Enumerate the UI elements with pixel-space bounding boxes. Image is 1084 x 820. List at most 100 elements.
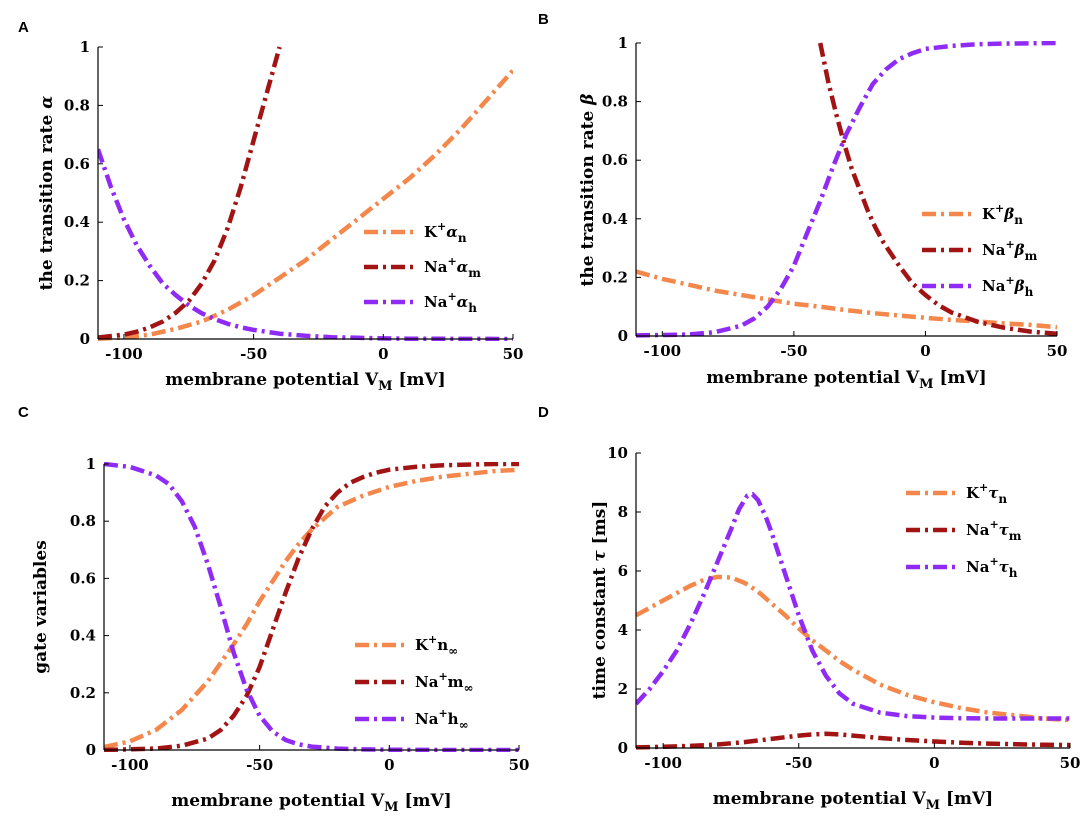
y-tick-label: 0.2 bbox=[64, 272, 90, 290]
panel-a-chart: A -100 -50 0 50 0 0.2 0.4 0.6 0.8 1 membrane pote… bbox=[18, 19, 523, 394]
legend-ion: Na bbox=[415, 710, 439, 728]
legend-charge: + bbox=[1005, 238, 1014, 251]
legend-entry: Na+h∞ bbox=[415, 707, 469, 732]
x-tick-label: -50 bbox=[780, 342, 807, 360]
legend-ion: Na bbox=[966, 521, 990, 539]
legend-entry: K+n∞ bbox=[415, 633, 458, 658]
legend-subscript: h bbox=[1009, 566, 1018, 580]
series-line-purple-h bbox=[98, 148, 513, 341]
legend-ion: K bbox=[966, 484, 980, 502]
x-tick-label: 50 bbox=[1047, 342, 1068, 360]
legend-ion: K bbox=[982, 205, 996, 223]
x-tick-label: 0 bbox=[920, 342, 930, 360]
y-axis-label-main: gate variables bbox=[31, 540, 51, 674]
y-tick-label: 0.4 bbox=[70, 627, 96, 645]
x-axis-label-main: membrane potential V bbox=[706, 368, 920, 388]
y-tick-label: 2 bbox=[618, 680, 628, 698]
legend-ion: Na bbox=[982, 277, 1006, 295]
series-line-darkred-inf bbox=[104, 462, 519, 752]
series-line-purple-inf bbox=[104, 462, 519, 752]
x-axis-label-sub: M bbox=[919, 377, 933, 392]
series-line-darkred-m bbox=[817, 42, 1057, 336]
y-tick-label: 10 bbox=[607, 444, 628, 462]
legend-symbol: α bbox=[457, 293, 469, 311]
panel-letter-d: D bbox=[538, 404, 549, 421]
legend-subscript: n bbox=[1014, 213, 1023, 227]
x-tick-label: -50 bbox=[785, 754, 812, 772]
x-axis-label: membrane potential VM [mV] bbox=[713, 789, 993, 813]
legend-symbol: τ bbox=[988, 484, 999, 502]
y-axis-label-greek: τ bbox=[590, 550, 610, 562]
legend-subscript: n bbox=[998, 492, 1007, 506]
legend-subscript: ∞ bbox=[448, 644, 458, 658]
y-tick-label: 1 bbox=[86, 455, 96, 473]
panel-d-chart: D -100 -50 0 50 0 2 4 6 8 10 membrane potential V… bbox=[538, 404, 1080, 813]
y-tick-label: 0.4 bbox=[64, 213, 90, 231]
legend-entry: K+τn bbox=[966, 481, 1007, 506]
panel-letter-a: A bbox=[18, 19, 29, 36]
x-axis-label: membrane potential VM [mV] bbox=[165, 370, 445, 394]
y-tick-label: 0.4 bbox=[602, 210, 628, 228]
y-tick-label: 1 bbox=[80, 38, 90, 56]
y-tick-label: 0.8 bbox=[602, 93, 628, 111]
legend-symbol: α bbox=[446, 223, 458, 241]
legend-charge: + bbox=[438, 670, 447, 683]
y-tick-label: 1 bbox=[618, 34, 628, 52]
x-axis-label: membrane potential VM [mV] bbox=[706, 368, 986, 392]
y-axis-label-unit: [ms] bbox=[590, 501, 610, 551]
legend-subscript: m bbox=[1025, 249, 1038, 263]
x-axis-label-sub: M bbox=[384, 800, 398, 815]
y-tick-label: 0.6 bbox=[602, 151, 628, 169]
legend-subscript: ∞ bbox=[464, 681, 474, 695]
x-axis-label: membrane potential VM [mV] bbox=[171, 791, 451, 815]
x-axis-label-unit: [mV] bbox=[399, 791, 452, 811]
legend-subscript: n bbox=[458, 231, 467, 245]
x-tick-label: 0 bbox=[929, 754, 939, 772]
legend-symbol: β bbox=[1003, 205, 1014, 223]
series-line-orange-inf bbox=[104, 467, 519, 750]
y-axis-label-main: time constant bbox=[590, 562, 610, 700]
panel-c-chart: C -100 -50 0 50 0 0.2 0.4 0.6 0.8 1 membrane pote… bbox=[18, 404, 529, 815]
y-tick-label: 0.2 bbox=[70, 684, 96, 702]
y-axis-label: gate variables bbox=[31, 540, 51, 674]
legend-symbol: τ bbox=[999, 558, 1010, 576]
legend-ion: K bbox=[415, 636, 429, 654]
y-tick-label: 0 bbox=[618, 739, 628, 757]
x-tick-label: 0 bbox=[384, 756, 394, 774]
legend-entry: Na+βh bbox=[982, 274, 1034, 299]
x-tick-label: -50 bbox=[240, 345, 267, 363]
x-tick-label: 50 bbox=[503, 345, 524, 363]
x-axis-label-sub: M bbox=[926, 798, 940, 813]
legend-charge: + bbox=[995, 202, 1004, 215]
series-line-purple-h bbox=[636, 41, 1057, 338]
x-axis-label-main: membrane potential V bbox=[713, 789, 927, 809]
legend-symbol: h bbox=[448, 710, 459, 728]
x-tick-label: 50 bbox=[1060, 754, 1081, 772]
y-tick-label: 0.6 bbox=[70, 569, 96, 587]
x-tick-label: -100 bbox=[644, 342, 682, 360]
y-axis-label-greek: α bbox=[37, 96, 57, 109]
legend-charge: + bbox=[989, 555, 998, 568]
y-tick-label: 0.2 bbox=[602, 268, 628, 286]
legend-charge: + bbox=[1005, 274, 1014, 287]
legend-ion: K bbox=[424, 223, 438, 241]
x-axis-label-main: membrane potential V bbox=[165, 370, 379, 390]
legend-ion: Na bbox=[966, 558, 990, 576]
legend-subscript: h bbox=[468, 301, 477, 315]
y-tick-label: 4 bbox=[618, 621, 628, 639]
series-line-orange-n bbox=[636, 574, 1070, 723]
y-axis-label-greek: β bbox=[578, 94, 598, 106]
x-axis-label-sub: M bbox=[378, 379, 392, 394]
legend-entry: Na+τm bbox=[966, 518, 1022, 543]
y-tick-label: 0 bbox=[618, 327, 628, 345]
x-axis-label-unit: [mV] bbox=[934, 368, 987, 388]
legend-entry: Na+τh bbox=[966, 555, 1018, 580]
y-axis-label: the transition rate α bbox=[37, 96, 57, 291]
legend-symbol: β bbox=[1014, 241, 1025, 259]
legend-charge: + bbox=[979, 481, 988, 494]
x-axis-label-main: membrane potential V bbox=[171, 791, 385, 811]
x-tick-label: -100 bbox=[105, 345, 143, 363]
legend-symbol: τ bbox=[999, 521, 1010, 539]
legend-entry: Na+βm bbox=[982, 238, 1038, 263]
